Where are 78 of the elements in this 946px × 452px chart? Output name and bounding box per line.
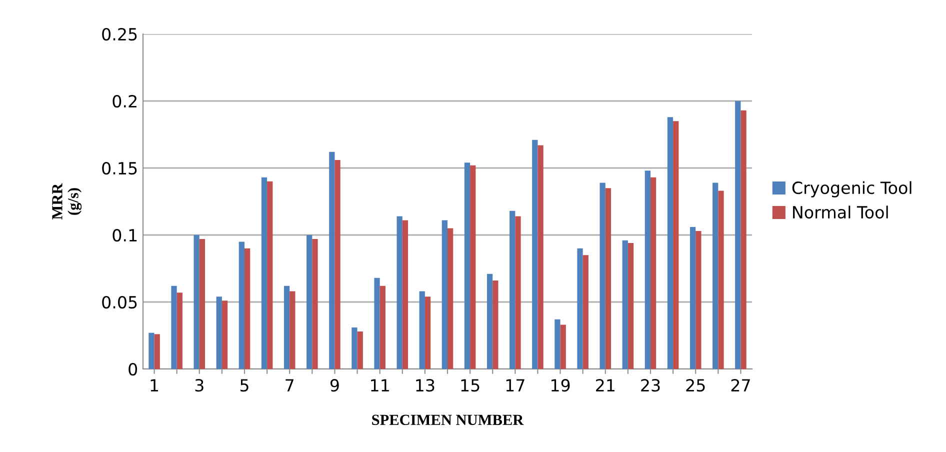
bar	[306, 235, 312, 369]
bar	[290, 291, 296, 369]
bar	[644, 170, 650, 369]
bar	[492, 280, 498, 369]
bar	[329, 152, 335, 369]
x-tick-label: 5	[240, 379, 248, 392]
bar	[424, 296, 431, 369]
bar	[154, 334, 160, 369]
bar	[284, 286, 290, 369]
bar	[334, 160, 340, 369]
bar	[577, 248, 583, 369]
legend-label: Normal Tool	[793, 206, 888, 219]
bar	[199, 239, 206, 369]
bar	[740, 110, 746, 369]
bar	[464, 162, 470, 369]
x-tick-label: 13	[416, 379, 434, 392]
bar	[554, 319, 560, 369]
bar	[515, 216, 521, 369]
bar	[605, 188, 612, 369]
bar	[650, 177, 656, 369]
y-axis-title: MRR (g/s)	[52, 183, 82, 220]
bar	[560, 324, 566, 369]
x-tick-label: 21	[596, 379, 614, 392]
bar	[667, 117, 674, 369]
bar	[396, 216, 402, 369]
bar	[486, 274, 493, 369]
x-tick-label: 11	[371, 379, 389, 392]
y-tick-label: 0.2	[112, 94, 136, 108]
bar	[628, 243, 634, 369]
x-tick-label: 15	[461, 379, 480, 392]
bar	[735, 101, 741, 369]
bar	[510, 210, 516, 369]
x-tick-label: 1	[150, 379, 158, 392]
bar	[470, 165, 476, 369]
bar	[448, 228, 454, 369]
y-tick-label: 0	[128, 362, 138, 376]
bar	[380, 286, 386, 369]
x-tick-label: 17	[506, 379, 524, 392]
bar	[352, 327, 358, 369]
bar	[374, 278, 380, 369]
bar	[442, 220, 448, 369]
legend-label: Cryogenic Tool	[792, 181, 912, 198]
bar	[690, 226, 696, 369]
bar	[148, 332, 154, 369]
x-tick-label: 9	[330, 379, 339, 392]
bar	[673, 121, 679, 369]
bar	[622, 240, 628, 369]
bar	[176, 292, 182, 369]
x-tick-label: 27	[731, 379, 750, 392]
y-tick-label: 0.05	[102, 296, 137, 309]
bar	[216, 296, 222, 369]
y-tick-label: 0.15	[102, 162, 137, 175]
bar	[222, 300, 228, 369]
bar	[261, 177, 268, 369]
bar	[267, 181, 273, 369]
y-tick-label: 0.1	[112, 228, 137, 242]
bar	[538, 145, 544, 369]
bar	[357, 331, 363, 369]
x-tick-label: 3	[195, 379, 204, 392]
bar	[718, 190, 724, 369]
bar	[582, 255, 588, 369]
x-tick-label: 23	[641, 379, 660, 392]
bar	[312, 239, 318, 369]
bar	[402, 220, 408, 369]
x-tick-label: 25	[686, 379, 705, 392]
x-axis-title: SPECIMEN NUMBER	[372, 414, 524, 426]
bar	[194, 235, 200, 369]
bar	[532, 140, 538, 369]
bar	[600, 182, 606, 369]
y-tick-label: 0.25	[102, 28, 137, 41]
bar	[238, 242, 244, 369]
bar	[171, 286, 177, 369]
x-tick-label: 19	[552, 379, 570, 392]
x-tick-label: 7	[286, 379, 294, 392]
bar	[712, 182, 718, 369]
bar	[244, 248, 250, 369]
bar	[696, 230, 702, 369]
bar	[419, 291, 425, 369]
